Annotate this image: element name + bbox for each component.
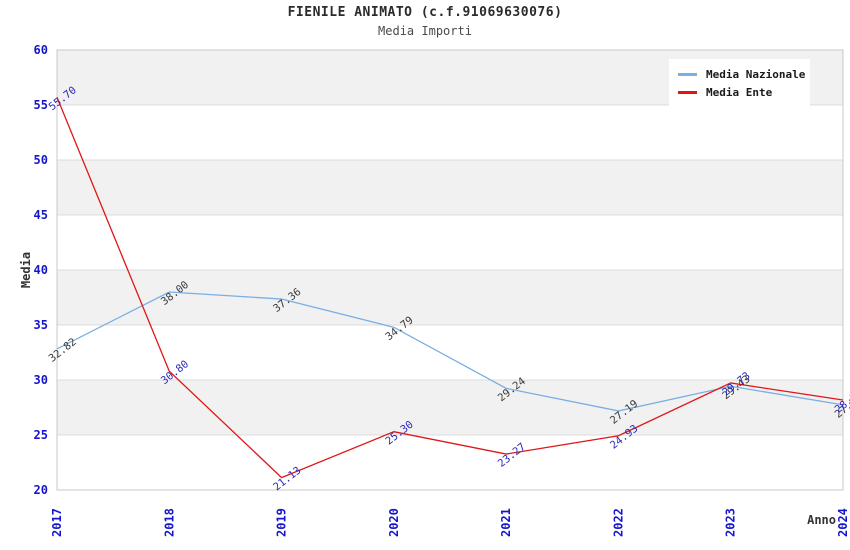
x-tick-label: 2018 [162,508,176,537]
point-value-label: 23.27 [496,441,528,470]
legend-label-ente: Media Ente [706,85,773,99]
y-tick-label: 30 [34,373,48,387]
chart-legend: Media Nazionale Media Ente [669,59,810,110]
legend-label-nazionale: Media Nazionale [706,67,806,81]
y-tick-label: 40 [34,263,48,277]
plot-band [57,160,843,215]
series-line-nazionale [56,291,844,412]
point-value-label: 21.13 [271,464,303,493]
y-axis-title: Media [19,252,33,288]
point-value-label: 32.82 [47,336,79,365]
plot-border [56,49,844,491]
legend-item-media-nazionale: Media Nazionale [678,67,810,81]
x-tick-label: 2023 [724,508,738,537]
legend-swatch-nazionale-icon [678,72,697,76]
x-axis-title: Anno [807,513,836,527]
chart-title: FIENILE ANIMATO (c.f.91069630076) [287,5,563,20]
y-tick-label: 20 [34,483,48,497]
x-tick-label: 2020 [387,508,401,537]
x-tick-label: 2017 [50,508,64,537]
legend-swatch-ente-icon [678,90,697,94]
chart-subtitle: Media Importi [378,24,472,38]
legend-item-media-ente: Media Ente [678,85,810,99]
x-tick-label: 2019 [275,508,289,537]
y-tick-label: 50 [34,153,48,167]
plot-band [57,270,843,325]
x-tick-label: 2022 [611,508,625,537]
x-tick-label: 2021 [499,508,513,537]
series-line-ente [56,97,844,479]
y-tick-label: 45 [34,208,48,222]
y-tick-label: 55 [34,98,48,112]
y-tick-label: 60 [34,43,48,57]
x-tick-label: 2024 [836,508,850,537]
y-tick-label: 35 [34,318,48,332]
y-tick-label: 25 [34,428,48,442]
